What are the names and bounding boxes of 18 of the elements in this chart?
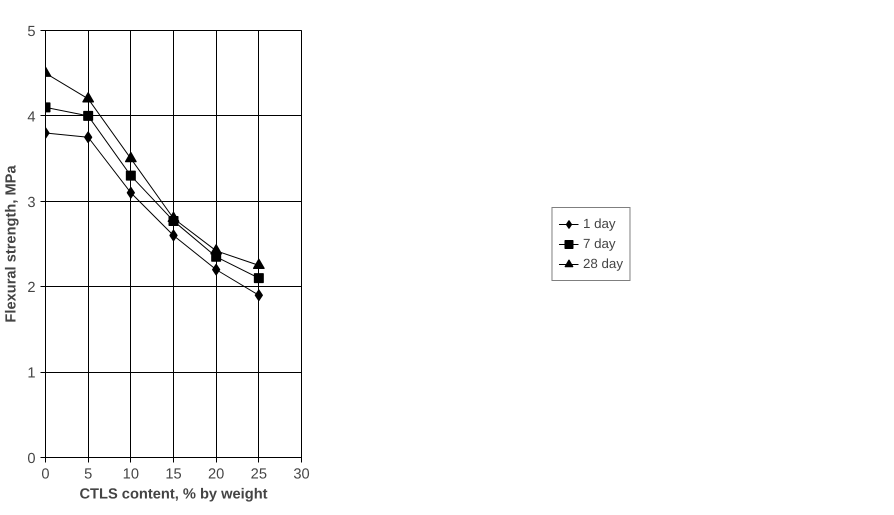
- y-axis-title: Flexural strength, MPa: [3, 164, 20, 323]
- x-tick-label: 30: [293, 466, 310, 482]
- x-tick-label: 20: [208, 466, 224, 482]
- x-tick-label: 0: [41, 466, 50, 482]
- legend-label: 28 day: [582, 256, 624, 271]
- y-tick-label: 5: [27, 24, 36, 40]
- legend-label: 7 day: [582, 236, 616, 251]
- y-tick-label: 0: [27, 451, 36, 467]
- legend-label: 1 day: [582, 216, 616, 231]
- x-tick-label: 25: [250, 466, 267, 482]
- y-tick-label: 2: [27, 280, 36, 296]
- x-tick-label: 10: [122, 466, 139, 482]
- x-tick-label: 15: [165, 466, 182, 482]
- y-tick-label: 3: [27, 194, 36, 211]
- x-tick-label: 5: [84, 466, 92, 482]
- y-tick-label: 1: [27, 366, 36, 382]
- x-axis-title: CTLS content, % by weight: [79, 486, 268, 502]
- y-tick-label: 4: [27, 109, 36, 126]
